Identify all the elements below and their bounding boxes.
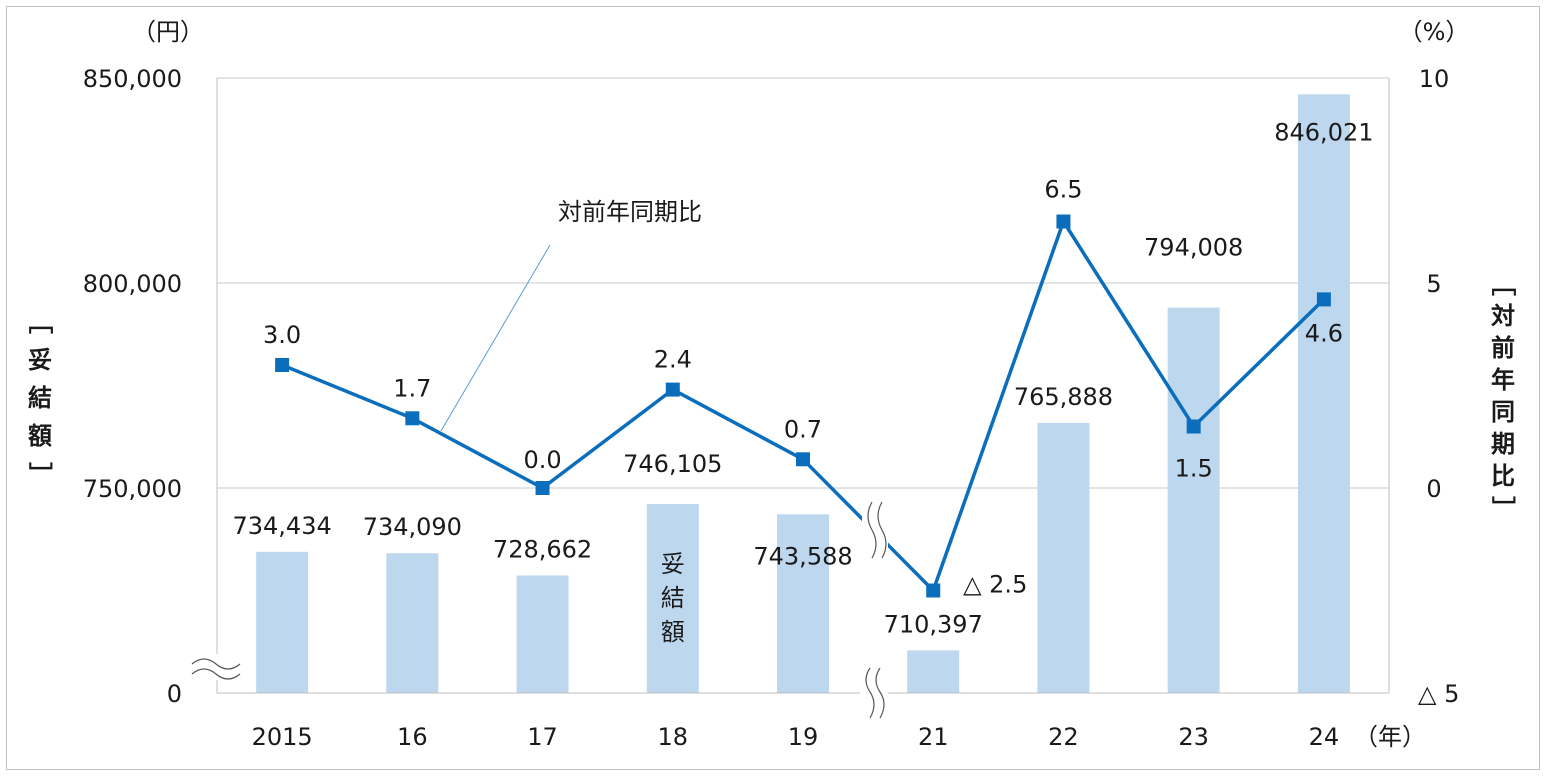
line-point bbox=[1056, 214, 1071, 229]
x-tick-label: 16 bbox=[397, 723, 428, 751]
bar bbox=[256, 551, 309, 693]
line-break-mark bbox=[862, 500, 888, 562]
line-value-label: 6.5 bbox=[1044, 176, 1082, 204]
bar-value-label: 710,397 bbox=[884, 610, 983, 638]
right-tick-label: 0 bbox=[1426, 475, 1441, 503]
axis-label-char: 前 bbox=[1491, 334, 1515, 362]
line-series-leader bbox=[440, 244, 551, 432]
line-point bbox=[535, 481, 550, 495]
bar-series-name-char: 妥 bbox=[661, 550, 685, 578]
bar-value-label: 728,662 bbox=[493, 535, 592, 563]
left-axis-label: ［ 妥結額 ］ bbox=[26, 310, 54, 486]
line-series bbox=[275, 214, 1331, 598]
line-point bbox=[796, 452, 810, 467]
left-axis-unit: （円） bbox=[132, 18, 204, 46]
bar bbox=[1297, 94, 1350, 693]
right-axis-ticks: △ 5 0 5 10 bbox=[1418, 65, 1459, 708]
line-value-label: 4.6 bbox=[1305, 319, 1343, 347]
bar bbox=[907, 650, 960, 693]
right-tick-label: 5 bbox=[1426, 270, 1441, 298]
axis-label-char: 比 bbox=[1491, 462, 1515, 490]
axis-label-char: ［ bbox=[1489, 272, 1517, 296]
x-tick-label: 17 bbox=[527, 723, 558, 751]
bar-value-label: 743,588 bbox=[753, 542, 852, 570]
axis-label-char: 妥 bbox=[28, 346, 52, 374]
line-point bbox=[926, 583, 941, 598]
line-value-label: △ 2.5 bbox=[963, 571, 1027, 599]
bar bbox=[646, 503, 699, 693]
x-axis-unit: （年） bbox=[1354, 723, 1426, 751]
x-tick-label: 19 bbox=[788, 723, 819, 751]
axis-label-char: 期 bbox=[1491, 430, 1515, 458]
bar-series-name: 妥結額 bbox=[661, 550, 685, 646]
axis-label-char: ］ bbox=[26, 462, 54, 486]
axis-label-char: 同 bbox=[1491, 398, 1515, 426]
line-point bbox=[665, 382, 680, 397]
bar-series-name-char: 結 bbox=[661, 584, 685, 612]
line-point bbox=[1186, 419, 1201, 434]
x-tick-label: 2015 bbox=[252, 723, 313, 751]
line-value-label: 2.4 bbox=[654, 346, 692, 374]
axis-label-char: ［ bbox=[26, 310, 54, 334]
bar-value-label: 846,021 bbox=[1274, 118, 1373, 146]
right-tick-label: 10 bbox=[1419, 65, 1450, 93]
line-point bbox=[275, 358, 290, 372]
left-tick-label: 800,000 bbox=[83, 270, 182, 298]
bar-value-label: 794,008 bbox=[1144, 234, 1243, 262]
axis-label-char: ］ bbox=[1489, 496, 1517, 520]
x-tick-label: 21 bbox=[918, 723, 949, 751]
line-value-label: 1.7 bbox=[393, 374, 431, 402]
line-series-name: 対前年同期比 bbox=[558, 198, 702, 226]
line-value-label: 0.0 bbox=[523, 446, 561, 474]
line-value-label: 3.0 bbox=[263, 321, 301, 349]
axis-label-char: 対 bbox=[1491, 302, 1515, 330]
right-axis-label: ［ 対前年同期比 ］ bbox=[1489, 272, 1517, 520]
x-tick-label: 22 bbox=[1048, 723, 1079, 751]
right-tick-label: △ 5 bbox=[1418, 680, 1459, 708]
x-axis-break-mark bbox=[860, 665, 888, 725]
chart-frame bbox=[6, 6, 1540, 770]
bar bbox=[1037, 422, 1090, 693]
right-axis-unit: （%） bbox=[1399, 18, 1470, 46]
x-tick-label: 18 bbox=[658, 723, 689, 751]
line-value-label: 1.5 bbox=[1175, 455, 1213, 483]
left-tick-label: 0 bbox=[167, 680, 182, 708]
bar bbox=[386, 553, 439, 693]
x-axis-ticks: 2015 16 17 18 19 21 22 23 24 bbox=[252, 723, 1340, 751]
y-axis-break-mark bbox=[190, 654, 242, 680]
line-point bbox=[405, 411, 420, 426]
line-value-label: 0.7 bbox=[784, 415, 822, 443]
bar bbox=[1167, 307, 1220, 693]
data-labels: 734,434 734,090 728,662 746,105 743,588 710,3… bbox=[232, 118, 1373, 638]
axis-label-char: 年 bbox=[1491, 366, 1515, 394]
bar bbox=[516, 575, 569, 693]
bar-value-label: 746,105 bbox=[623, 450, 722, 478]
x-tick-label: 24 bbox=[1309, 723, 1340, 751]
bars bbox=[256, 94, 1350, 693]
bar bbox=[777, 514, 829, 693]
left-tick-label: 750,000 bbox=[83, 475, 182, 503]
axis-label-char: 結 bbox=[28, 384, 52, 412]
left-tick-label: 850,000 bbox=[83, 65, 182, 93]
axis-label-char: 額 bbox=[28, 422, 52, 450]
bar-value-label: 765,888 bbox=[1014, 383, 1113, 411]
x-tick-label: 23 bbox=[1178, 723, 1209, 751]
left-axis-ticks: 0 750,000 800,000 850,000 bbox=[83, 65, 182, 708]
bar-value-label: 734,090 bbox=[363, 513, 462, 541]
line-point bbox=[1316, 292, 1331, 307]
bar-value-label: 734,434 bbox=[232, 512, 331, 540]
bar-series-name-char: 額 bbox=[661, 618, 685, 646]
